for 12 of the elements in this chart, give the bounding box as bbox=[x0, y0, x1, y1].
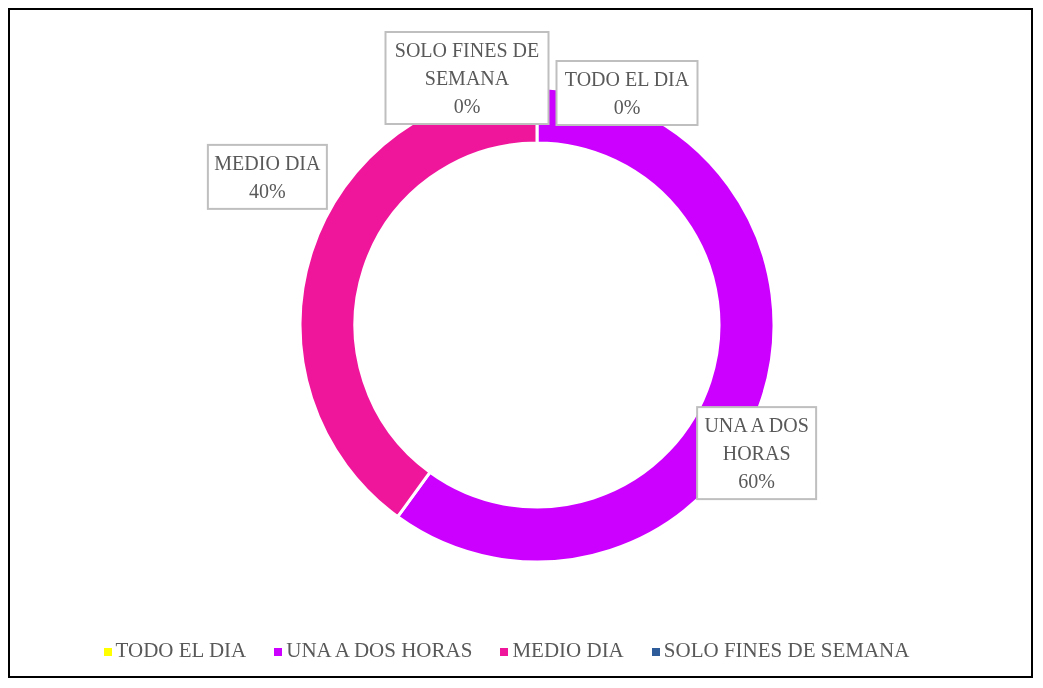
legend-label: SOLO FINES DE SEMANA bbox=[663, 638, 910, 662]
data-label: 40% bbox=[249, 179, 286, 202]
slice-label: MEDIO DIA bbox=[214, 151, 321, 174]
legend-label: TODO EL DIA bbox=[115, 638, 247, 662]
category-label: SOLO FINES DE SEMANA bbox=[394, 39, 540, 89]
category-label: TODO EL DIA bbox=[564, 68, 690, 90]
data-label: 60% bbox=[738, 470, 775, 493]
text: 0% bbox=[453, 95, 481, 117]
legend-label: MEDIO DIA bbox=[512, 638, 624, 662]
text: 0% bbox=[613, 96, 641, 118]
slice-label: UNA A DOS HORAS bbox=[704, 414, 809, 465]
legend-label: UNA A DOS HORAS bbox=[286, 638, 473, 662]
